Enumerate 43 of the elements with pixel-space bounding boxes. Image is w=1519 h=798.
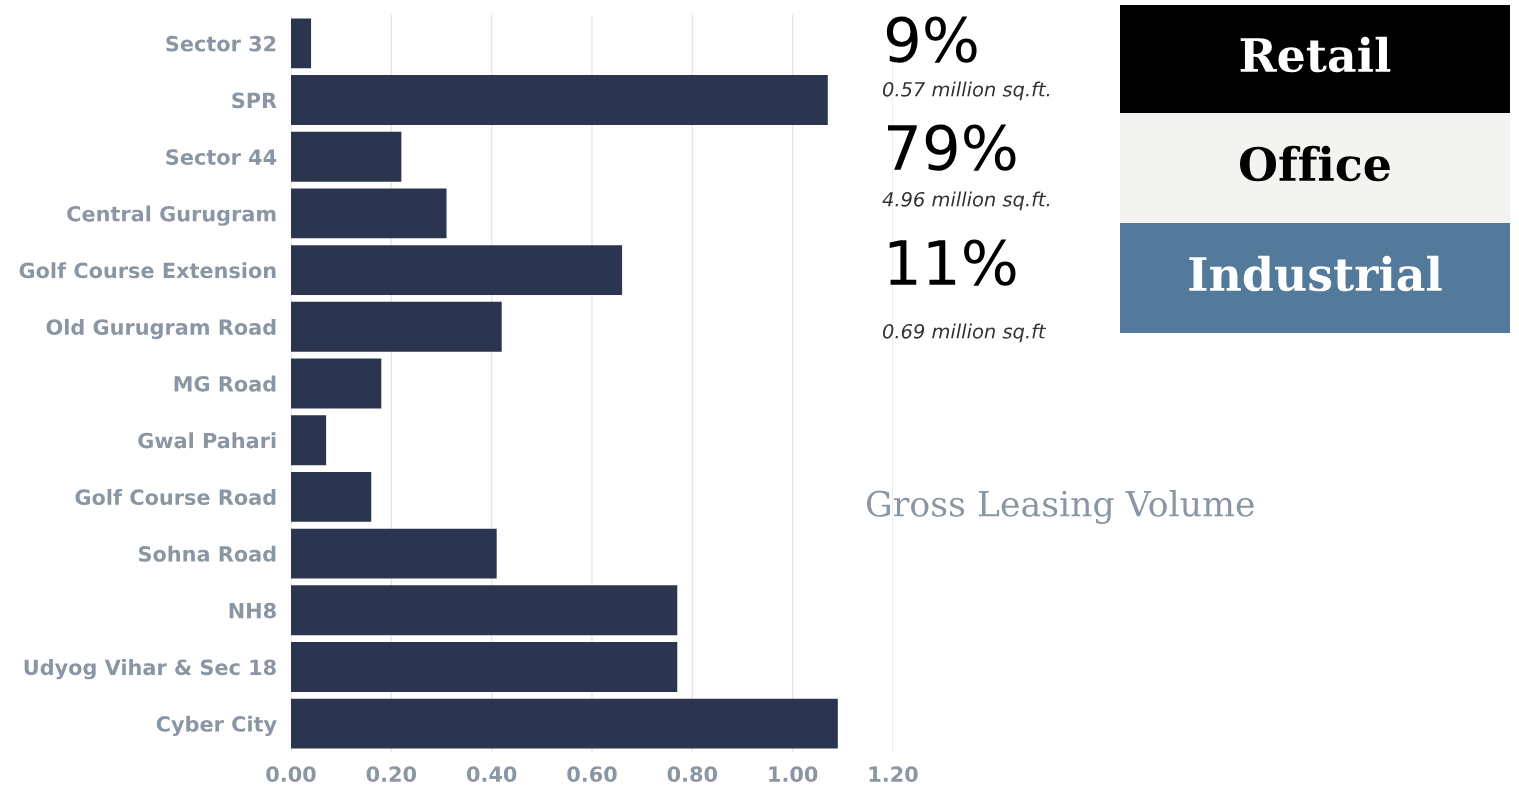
category-label: Industrial	[1189, 255, 1442, 292]
text: 11%	[889, 239, 1016, 286]
x-tick-label: 1.20	[869, 766, 918, 783]
y-tick-label: Central Gurugram	[67, 205, 276, 226]
y-tick-label: SPR	[232, 92, 277, 109]
bar	[291, 471, 372, 522]
bar	[291, 528, 497, 579]
bar	[291, 18, 312, 69]
bar	[291, 131, 402, 182]
y-tick-label: Cyber City	[156, 715, 277, 737]
y-tick-label: Udyog Vihar & Sec 18	[24, 659, 276, 680]
x-tick-label: 0.80	[667, 766, 718, 783]
text: Gross Leasing Volume	[866, 489, 1254, 525]
y-tick-label: Golf Course Extension	[19, 262, 276, 279]
text: 79%	[888, 124, 1016, 171]
annotation: 4.96 million sq.ft.	[882, 191, 1050, 211]
bar	[291, 301, 502, 352]
bar	[291, 585, 678, 636]
text: 9%	[886, 16, 977, 63]
bar	[291, 415, 327, 466]
bar	[291, 698, 838, 749]
annotation: 0.69 million sq.ft	[882, 323, 1047, 343]
y-tick-label: NH8	[229, 602, 276, 619]
bar	[291, 188, 447, 239]
y-tick-label: Sector 32	[166, 35, 276, 52]
y-tick-label: Golf Course Road	[75, 488, 276, 506]
x-tick-label: 0.60	[567, 766, 617, 783]
x-tick-label: 0.20	[366, 766, 417, 783]
y-tick-label: MG Road	[174, 375, 276, 392]
y-tick-label: Sector 44	[166, 149, 277, 165]
category-label: Office	[1240, 145, 1390, 182]
category-label: Retail	[1240, 36, 1391, 73]
x-tick-label: 0.00	[266, 766, 316, 783]
y-tick-label: Gwal Pahari	[138, 432, 276, 449]
bar	[291, 75, 828, 125]
x-tick-label: 0.40	[466, 766, 517, 783]
bar	[291, 642, 678, 692]
y-tick-label: Old Gurugram Road	[46, 318, 276, 340]
bar	[291, 358, 382, 409]
x-tick-label: 1.00	[769, 766, 818, 783]
y-tick-label: Sohna Road	[138, 545, 276, 562]
bar	[291, 245, 623, 296]
annotation: 0.57 million sq.ft.	[882, 81, 1050, 101]
